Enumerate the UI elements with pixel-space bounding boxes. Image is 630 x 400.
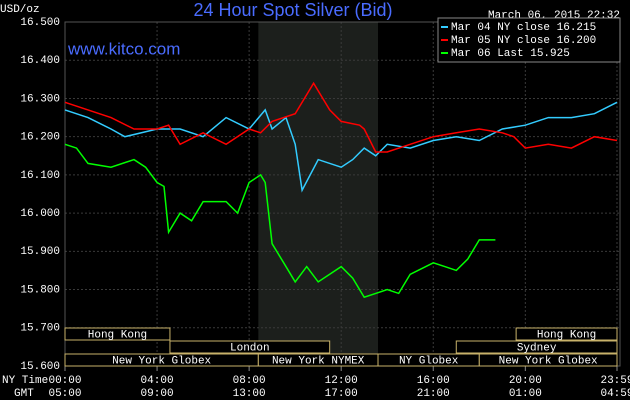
x-tick-label: 12:00 — [325, 375, 358, 387]
series-line — [64, 143, 496, 299]
session-label: Hong Kong — [537, 329, 596, 341]
x-tick-label: 00:00 — [48, 375, 81, 387]
series-line — [64, 81, 618, 153]
x2-tick-label: 21:00 — [417, 388, 450, 400]
session-bar — [64, 327, 171, 341]
x-tick-label: 16:00 — [417, 375, 450, 387]
legend-box — [437, 17, 621, 63]
y-tick-label: 16.200 — [20, 132, 60, 144]
x-tick-label: 23:59 — [600, 375, 630, 387]
session-label: New York Globex — [499, 355, 598, 367]
y-tick-label: 15.900 — [20, 246, 60, 258]
site-label: www.kitco.com — [67, 39, 180, 58]
chart-title: 24 Hour Spot Silver (Bid) — [193, 0, 392, 20]
y-axis-label: USD/oz — [0, 4, 40, 16]
session-label: Hong Kong — [88, 329, 147, 341]
x2-tick-label: 17:00 — [325, 388, 358, 400]
session-label: New York NYMEX — [272, 355, 365, 367]
session-label: NY Globex — [399, 355, 459, 367]
session-bar — [515, 327, 618, 341]
x2-tick-label: 01:00 — [509, 388, 542, 400]
x2-tick-label: 09:00 — [141, 388, 174, 400]
x2-tick-label: 13:00 — [233, 388, 266, 400]
x2-tick-label: 04:59 — [600, 388, 630, 400]
x2-axis-label: GMT — [14, 388, 34, 400]
session-label: London — [230, 342, 270, 354]
x-tick-label: 20:00 — [509, 375, 542, 387]
x2-tick-label: 05:00 — [48, 388, 81, 400]
session-shade — [258, 22, 379, 366]
y-tick-label: 16.500 — [20, 17, 60, 29]
y-tick-label: 15.700 — [20, 323, 60, 335]
session-bar — [455, 340, 618, 354]
legend-label: Mar 04 NY close 16.215 — [451, 22, 596, 34]
x-tick-label: 08:00 — [233, 375, 266, 387]
y-tick-label: 16.300 — [20, 93, 60, 105]
y-tick-label: 16.100 — [20, 170, 60, 182]
y-tick-label: 16.000 — [20, 208, 60, 220]
session-label: Sydney — [517, 342, 557, 354]
session-bar — [169, 340, 331, 354]
y-tick-label: 15.800 — [20, 284, 60, 296]
x-axis-label: NY Time — [2, 375, 48, 387]
session-label: New York Globex — [112, 355, 211, 367]
session-bar — [478, 353, 618, 367]
legend-label: Mar 06 Last 15.925 — [451, 48, 570, 60]
legend-label: Mar 05 NY close 16.200 — [451, 35, 596, 47]
series-line — [64, 101, 618, 193]
y-tick-label: 15.600 — [20, 361, 60, 373]
x-tick-label: 04:00 — [141, 375, 174, 387]
y-tick-label: 16.400 — [20, 55, 60, 67]
